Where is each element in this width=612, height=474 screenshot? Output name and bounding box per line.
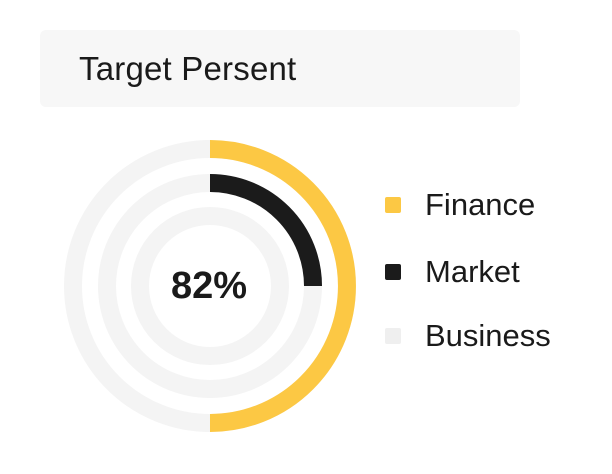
legend-label-finance: Finance <box>425 187 536 222</box>
legend-swatch-finance <box>385 197 401 213</box>
center-percent-label: 82% <box>170 265 248 307</box>
legend-item-finance: Finance <box>385 180 535 230</box>
bar-arc-market <box>209 174 322 287</box>
legend-item-business: Business <box>385 311 551 361</box>
legend-item-market: Market <box>385 247 520 297</box>
legend-label-market: Market <box>425 254 520 289</box>
title-bar: Target Persent <box>40 30 520 107</box>
legend-swatch-business <box>385 328 401 344</box>
legend-swatch-market <box>385 264 401 280</box>
track-ring-business <box>131 207 289 365</box>
chart-title: Target Persent <box>79 49 297 87</box>
bar-arc-finance <box>209 140 356 432</box>
legend-label-business: Business <box>425 318 551 353</box>
